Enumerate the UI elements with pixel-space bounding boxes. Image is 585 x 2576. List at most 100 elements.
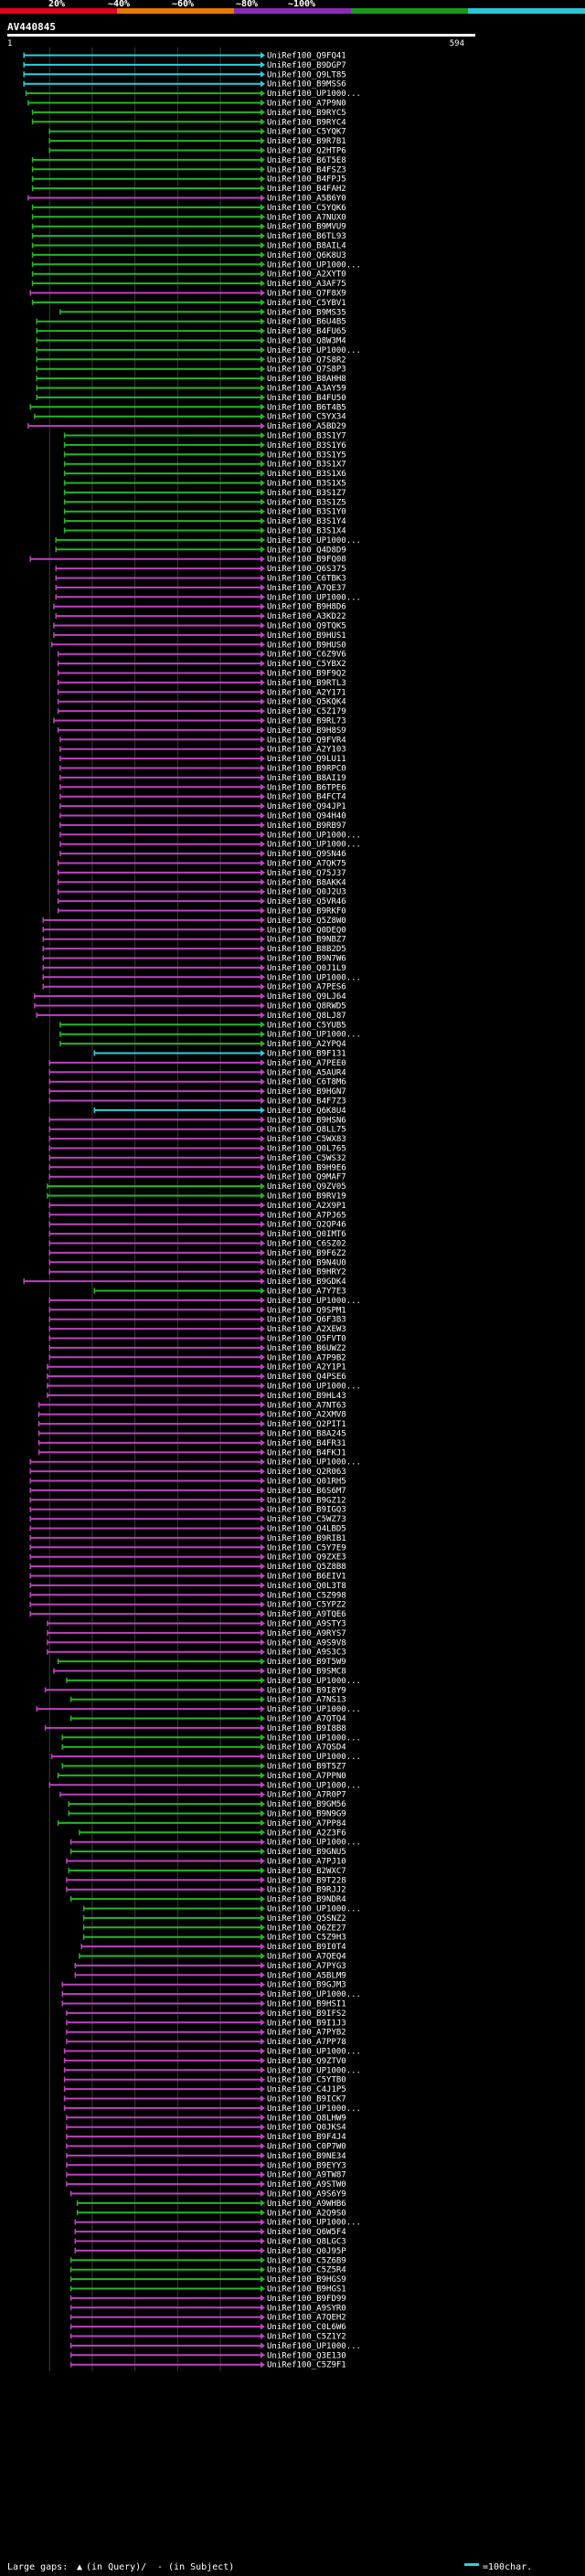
hit-label[interactable]: UniRef100_B6T4B5 (267, 403, 346, 412)
hit-row[interactable]: UniRef100_B4FU65 (36, 327, 346, 336)
hit-row[interactable]: UniRef100_A7QSD4 (61, 1744, 346, 1753)
hit-label[interactable]: UniRef100_B4FR31 (267, 1439, 346, 1448)
hit-label[interactable]: UniRef100_A7QEQ4 (267, 1953, 346, 1962)
hit-row[interactable]: UniRef100_Q0DEQ0 (42, 926, 346, 935)
hit-row[interactable]: UniRef100_B3S1Y5 (63, 451, 346, 460)
hit-label[interactable]: UniRef100_B3S1Z7 (267, 489, 346, 498)
hit-row[interactable]: UniRef100_A2Q9S0 (76, 2209, 346, 2218)
hit-row[interactable]: UniRef100_B9F9Q2 (57, 670, 346, 679)
hit-row[interactable]: UniRef100_UP1000... (61, 1733, 361, 1743)
hit-label[interactable]: UniRef100_B9RPC0 (267, 765, 346, 774)
hit-label[interactable]: UniRef100_A7NT63 (267, 1401, 346, 1410)
hit-row[interactable]: UniRef100_UP1000... (48, 1781, 361, 1790)
hit-label[interactable]: UniRef100_Q7S8R2 (267, 355, 346, 365)
hit-label[interactable]: UniRef100_B9HSN6 (267, 1116, 346, 1125)
hit-row[interactable]: UniRef100_B9GJM3 (61, 1981, 346, 1990)
hit-row[interactable]: UniRef100_Q6K8U4 (93, 1107, 346, 1116)
hit-row[interactable]: UniRef100_B9GZ12 (29, 1496, 346, 1505)
hit-row[interactable]: UniRef100_A9S6Y9 (69, 2190, 346, 2200)
hit-row[interactable]: UniRef100_B9N9G9 (68, 1810, 346, 1819)
hit-label[interactable]: UniRef100_A2YPQ4 (267, 1040, 346, 1049)
hit-label[interactable]: UniRef100_B4F7Z3 (267, 1097, 346, 1107)
hit-label[interactable]: UniRef100_UP1000... (267, 841, 361, 850)
hit-label[interactable]: UniRef100_A7PJ10 (267, 1858, 346, 1867)
hit-row[interactable]: UniRef100_C5YQK6 (31, 204, 346, 213)
hit-row[interactable]: UniRef100_B6TL93 (31, 232, 346, 241)
hit-row[interactable]: UniRef100_UP1000... (74, 2219, 361, 2228)
hit-row[interactable]: UniRef100_B3S1X7 (63, 461, 346, 470)
hit-row[interactable]: UniRef100_C5Z9H3 (82, 1934, 346, 1943)
hit-row[interactable]: UniRef100_B9NDR4 (69, 1895, 346, 1904)
hit-row[interactable]: UniRef100_A7NT63 (37, 1401, 346, 1410)
hit-row[interactable]: UniRef100_UP1000... (63, 2066, 361, 2075)
hit-label[interactable]: UniRef100_B9SMC8 (267, 1668, 346, 1677)
hit-label[interactable]: UniRef100_Q0IMT6 (267, 1230, 346, 1239)
hit-label[interactable]: UniRef100_B4FKJ1 (267, 1448, 346, 1458)
hit-row[interactable]: UniRef100_Q5VR46 (57, 897, 346, 906)
hit-label[interactable]: UniRef100_B9RKF0 (267, 907, 346, 917)
hit-label[interactable]: UniRef100_C5YQK6 (267, 204, 346, 213)
hit-label[interactable]: UniRef100_C0L6W6 (267, 2323, 346, 2332)
hit-row[interactable]: UniRef100_C5WS32 (48, 1154, 346, 1163)
hit-label[interactable]: UniRef100_B9H8S9 (267, 726, 346, 736)
hit-label[interactable]: UniRef100_UP1000... (267, 90, 361, 99)
hit-row[interactable]: UniRef100_B9HRY2 (48, 1268, 346, 1277)
hit-row[interactable]: UniRef100_B6T4B5 (29, 403, 346, 412)
hit-label[interactable]: UniRef100_C5Z6B9 (267, 2256, 346, 2265)
hit-label[interactable]: UniRef100_UP1000... (267, 1753, 361, 1762)
hit-label[interactable]: UniRef100_A7QSD4 (267, 1744, 346, 1753)
hit-label[interactable]: UniRef100_C5Y7E9 (267, 1543, 346, 1553)
hit-row[interactable]: UniRef100_Q9ZTV0 (63, 2057, 346, 2066)
hit-row[interactable]: UniRef100_B9RKF0 (57, 907, 346, 917)
hit-label[interactable]: UniRef100_A9S9V8 (267, 1638, 346, 1648)
hit-label[interactable]: UniRef100_UP1000... (267, 831, 361, 840)
hit-label[interactable]: UniRef100_B9IFS2 (267, 2009, 346, 2019)
hit-row[interactable]: UniRef100_B9NBZ7 (42, 936, 346, 945)
hit-label[interactable]: UniRef100_A5BD29 (267, 422, 346, 431)
hit-label[interactable]: UniRef100_C5YBX2 (267, 660, 346, 669)
hit-label[interactable]: UniRef100_B9N9G9 (267, 1810, 346, 1819)
hit-row[interactable]: UniRef100_B9RPC0 (59, 765, 346, 774)
hit-label[interactable]: UniRef100_Q0J95P (267, 2247, 346, 2256)
hit-row[interactable]: UniRef100_B9R7B1 (48, 137, 346, 146)
hit-row[interactable]: UniRef100_B9RIB1 (29, 1534, 346, 1543)
hit-label[interactable]: UniRef100_B9H8D6 (267, 603, 346, 612)
hit-label[interactable]: UniRef100_C0P7W0 (267, 2143, 346, 2152)
hit-row[interactable]: UniRef100_Q6K8U3 (31, 251, 346, 260)
hit-row[interactable]: UniRef100_B9GM56 (68, 1800, 346, 1809)
hit-label[interactable]: UniRef100_A7PJ65 (267, 1211, 346, 1220)
hit-label[interactable]: UniRef100_Q0J2U3 (267, 888, 346, 897)
hit-label[interactable]: UniRef100_B9NE34 (267, 2152, 346, 2161)
hit-row[interactable]: UniRef100_Q0L765 (48, 1145, 346, 1154)
hit-row[interactable]: UniRef100_UP1000... (69, 1839, 361, 1848)
hit-label[interactable]: UniRef100_A7P9N0 (267, 100, 346, 109)
hit-row[interactable]: UniRef100_A9SYR0 (69, 2304, 346, 2313)
hit-label[interactable]: UniRef100_B3S1Y6 (267, 441, 346, 451)
hit-row[interactable]: UniRef100_Q0IMT6 (48, 1230, 346, 1239)
hit-row[interactable]: UniRef100_A7P9N0 (27, 100, 346, 109)
hit-label[interactable]: UniRef100_B9HL43 (267, 1392, 346, 1401)
hit-row[interactable]: UniRef100_B9T228 (66, 1876, 346, 1885)
hit-row[interactable]: UniRef100_B9RV19 (47, 1193, 346, 1202)
hit-row[interactable]: UniRef100_UP1000... (61, 1990, 361, 1999)
hit-row[interactable]: UniRef100_C6TBK3 (55, 575, 346, 584)
hit-label[interactable]: UniRef100_B6T5E8 (267, 156, 346, 165)
hit-row[interactable]: UniRef100_UP1000... (82, 1905, 361, 1914)
hit-label[interactable]: UniRef100_Q9SN46 (267, 850, 346, 859)
hit-row[interactable]: UniRef100_A7Y7E3 (93, 1288, 346, 1297)
hit-label[interactable]: UniRef100_B9RIB1 (267, 1534, 346, 1543)
hit-row[interactable]: UniRef100_Q94JP1 (59, 802, 346, 811)
hit-row[interactable]: UniRef100_UP1000... (55, 536, 361, 546)
hit-row[interactable]: UniRef100_UP1000... (55, 593, 361, 602)
hit-label[interactable]: UniRef100_Q0J1L9 (267, 964, 346, 973)
hit-row[interactable]: UniRef100_Q94H40 (59, 812, 346, 822)
hit-row[interactable]: UniRef100_B6UWZ2 (48, 1344, 346, 1353)
hit-label[interactable]: UniRef100_B4FCT4 (267, 793, 346, 802)
hit-row[interactable]: UniRef100_UP1000... (48, 1297, 361, 1306)
hit-label[interactable]: UniRef100_A7NS13 (267, 1696, 346, 1705)
hit-label[interactable]: UniRef100_Q3E130 (267, 2351, 346, 2360)
hit-label[interactable]: UniRef100_UP1000... (267, 593, 361, 602)
hit-label[interactable]: UniRef100_A9TQE6 (267, 1610, 346, 1619)
hit-row[interactable]: UniRef100_B9H8D6 (53, 603, 346, 612)
hit-label[interactable]: UniRef100_B9GM56 (267, 1800, 346, 1809)
